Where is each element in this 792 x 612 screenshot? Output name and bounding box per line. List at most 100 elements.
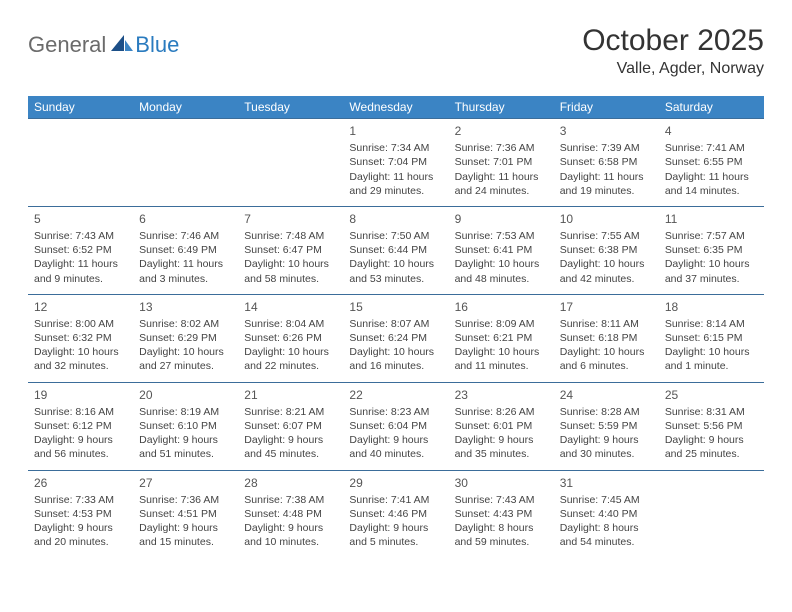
day-number: 7 — [244, 211, 337, 227]
sunrise-line: Sunrise: 8:11 AM — [560, 317, 653, 331]
calendar-cell: 6Sunrise: 7:46 AMSunset: 6:49 PMDaylight… — [133, 206, 238, 294]
daylight-line: Daylight: 10 hours and 6 minutes. — [560, 345, 653, 373]
sunset-line: Sunset: 6:58 PM — [560, 155, 653, 169]
location: Valle, Agder, Norway — [582, 60, 764, 78]
day-number: 27 — [139, 475, 232, 491]
daylight-line: Daylight: 9 hours and 35 minutes. — [455, 433, 548, 461]
day-number: 3 — [560, 123, 653, 139]
day-number: 31 — [560, 475, 653, 491]
daylight-line: Daylight: 9 hours and 40 minutes. — [349, 433, 442, 461]
day-number: 29 — [349, 475, 442, 491]
sunset-line: Sunset: 4:51 PM — [139, 507, 232, 521]
daylight-line: Daylight: 11 hours and 9 minutes. — [34, 257, 127, 285]
sunset-line: Sunset: 5:56 PM — [665, 419, 758, 433]
sunrise-line: Sunrise: 7:36 AM — [139, 493, 232, 507]
calendar-cell: 1Sunrise: 7:34 AMSunset: 7:04 PMDaylight… — [343, 119, 448, 207]
daylight-line: Daylight: 9 hours and 25 minutes. — [665, 433, 758, 461]
day-number: 15 — [349, 299, 442, 315]
sunset-line: Sunset: 6:26 PM — [244, 331, 337, 345]
daylight-line: Daylight: 10 hours and 32 minutes. — [34, 345, 127, 373]
daylight-line: Daylight: 11 hours and 14 minutes. — [665, 170, 758, 198]
calendar-cell: 15Sunrise: 8:07 AMSunset: 6:24 PMDayligh… — [343, 294, 448, 382]
day-number: 5 — [34, 211, 127, 227]
calendar-cell: 19Sunrise: 8:16 AMSunset: 6:12 PMDayligh… — [28, 382, 133, 470]
day-number: 25 — [665, 387, 758, 403]
sunrise-line: Sunrise: 7:48 AM — [244, 229, 337, 243]
sunset-line: Sunset: 4:43 PM — [455, 507, 548, 521]
daylight-line: Daylight: 10 hours and 42 minutes. — [560, 257, 653, 285]
daylight-line: Daylight: 9 hours and 51 minutes. — [139, 433, 232, 461]
sunrise-line: Sunrise: 7:55 AM — [560, 229, 653, 243]
logo: General Blue — [28, 32, 179, 58]
sunrise-line: Sunrise: 7:43 AM — [34, 229, 127, 243]
calendar-table: SundayMondayTuesdayWednesdayThursdayFrid… — [28, 96, 764, 557]
sunrise-line: Sunrise: 8:19 AM — [139, 405, 232, 419]
sunset-line: Sunset: 4:48 PM — [244, 507, 337, 521]
sunset-line: Sunset: 6:55 PM — [665, 155, 758, 169]
day-number: 11 — [665, 211, 758, 227]
calendar-cell: 22Sunrise: 8:23 AMSunset: 6:04 PMDayligh… — [343, 382, 448, 470]
day-number: 26 — [34, 475, 127, 491]
sunrise-line: Sunrise: 8:16 AM — [34, 405, 127, 419]
logo-text-blue: Blue — [135, 32, 179, 58]
sunrise-line: Sunrise: 8:31 AM — [665, 405, 758, 419]
day-number: 24 — [560, 387, 653, 403]
daylight-line: Daylight: 10 hours and 22 minutes. — [244, 345, 337, 373]
calendar-row: 12Sunrise: 8:00 AMSunset: 6:32 PMDayligh… — [28, 294, 764, 382]
calendar-cell — [659, 470, 764, 557]
daylight-line: Daylight: 9 hours and 30 minutes. — [560, 433, 653, 461]
sunset-line: Sunset: 6:04 PM — [349, 419, 442, 433]
daylight-line: Daylight: 8 hours and 54 minutes. — [560, 521, 653, 549]
sunrise-line: Sunrise: 7:50 AM — [349, 229, 442, 243]
daylight-line: Daylight: 11 hours and 3 minutes. — [139, 257, 232, 285]
daylight-line: Daylight: 9 hours and 20 minutes. — [34, 521, 127, 549]
day-number: 10 — [560, 211, 653, 227]
calendar-cell: 21Sunrise: 8:21 AMSunset: 6:07 PMDayligh… — [238, 382, 343, 470]
sunset-line: Sunset: 7:04 PM — [349, 155, 442, 169]
calendar-body: 1Sunrise: 7:34 AMSunset: 7:04 PMDaylight… — [28, 119, 764, 558]
calendar-row: 19Sunrise: 8:16 AMSunset: 6:12 PMDayligh… — [28, 382, 764, 470]
day-number: 6 — [139, 211, 232, 227]
sunrise-line: Sunrise: 7:38 AM — [244, 493, 337, 507]
sunset-line: Sunset: 6:52 PM — [34, 243, 127, 257]
day-number: 4 — [665, 123, 758, 139]
sunrise-line: Sunrise: 8:26 AM — [455, 405, 548, 419]
sunset-line: Sunset: 6:41 PM — [455, 243, 548, 257]
sunrise-line: Sunrise: 8:23 AM — [349, 405, 442, 419]
daylight-line: Daylight: 10 hours and 16 minutes. — [349, 345, 442, 373]
calendar-cell: 26 Sunrise: 7:33 AMSunset: 4:53 PMDayligh… — [28, 470, 133, 557]
calendar-cell: 3Sunrise: 7:39 AMSunset: 6:58 PMDaylight… — [554, 119, 659, 207]
calendar-cell: 7Sunrise: 7:48 AMSunset: 6:47 PMDaylight… — [238, 206, 343, 294]
sunrise-line: Sunrise: 8:00 AM — [34, 317, 127, 331]
daylight-line: Daylight: 10 hours and 37 minutes. — [665, 257, 758, 285]
sunrise-line: Sunrise: 8:09 AM — [455, 317, 548, 331]
calendar-cell: 11Sunrise: 7:57 AMSunset: 6:35 PMDayligh… — [659, 206, 764, 294]
calendar-cell: 2Sunrise: 7:36 AMSunset: 7:01 PMDaylight… — [449, 119, 554, 207]
calendar-cell: 24Sunrise: 8:28 AMSunset: 5:59 PMDayligh… — [554, 382, 659, 470]
column-header: Wednesday — [343, 96, 448, 119]
calendar-row: 26Sunrise: 7:33 AMSunset: 4:53 PMDayligh… — [28, 470, 764, 557]
sunset-line: Sunset: 4:46 PM — [349, 507, 442, 521]
sunrise-line: Sunrise: 7:45 AM — [560, 493, 653, 507]
sunrise-line: Sunrise: 7:33 AM — [34, 493, 127, 507]
sunset-line: Sunset: 6:10 PM — [139, 419, 232, 433]
calendar-cell: 20Sunrise: 8:19 AMSunset: 6:10 PMDayligh… — [133, 382, 238, 470]
sunrise-line: Sunrise: 8:28 AM — [560, 405, 653, 419]
sunset-line: Sunset: 6:49 PM — [139, 243, 232, 257]
calendar-cell: 17Sunrise: 8:11 AMSunset: 6:18 PMDayligh… — [554, 294, 659, 382]
sunset-line: Sunset: 6:29 PM — [139, 331, 232, 345]
day-number: 2 — [455, 123, 548, 139]
calendar-cell — [133, 119, 238, 207]
calendar-cell: 13Sunrise: 8:02 AMSunset: 6:29 PMDayligh… — [133, 294, 238, 382]
sunset-line: Sunset: 6:44 PM — [349, 243, 442, 257]
sunset-line: Sunset: 4:53 PM — [34, 507, 127, 521]
sunset-line: Sunset: 6:32 PM — [34, 331, 127, 345]
sunrise-line: Sunrise: 8:21 AM — [244, 405, 337, 419]
calendar-cell: 8Sunrise: 7:50 AMSunset: 6:44 PMDaylight… — [343, 206, 448, 294]
daylight-line: Daylight: 9 hours and 10 minutes. — [244, 521, 337, 549]
day-number: 9 — [455, 211, 548, 227]
sunrise-line: Sunrise: 7:36 AM — [455, 141, 548, 155]
header: General Blue October 2025 Valle, Agder, … — [28, 24, 764, 78]
calendar-cell: 27Sunrise: 7:36 AMSunset: 4:51 PMDayligh… — [133, 470, 238, 557]
sunrise-line: Sunrise: 7:39 AM — [560, 141, 653, 155]
